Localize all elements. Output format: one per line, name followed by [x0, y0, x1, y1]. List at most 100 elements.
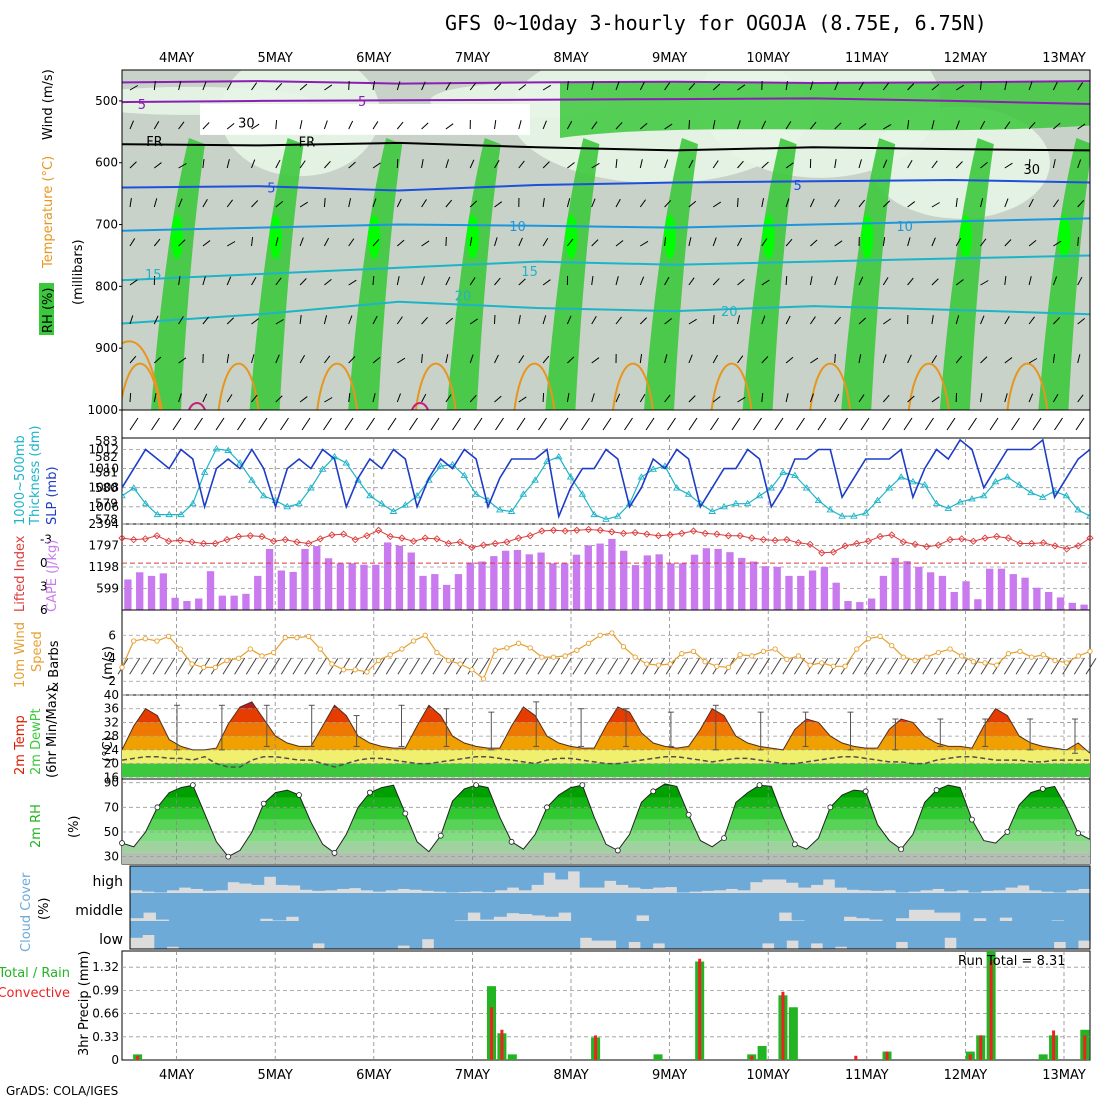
- surface-barb-13: [409, 417, 418, 431]
- cloud-high-58: [834, 866, 848, 888]
- surface-barb-33: [839, 417, 848, 431]
- cape-bar-38: [572, 554, 581, 610]
- thickness-point-54: [755, 491, 764, 499]
- wind10-barb-37: [549, 658, 560, 675]
- label-2m-dewpt: 2m DewPt: [29, 708, 44, 775]
- li-point-17: [316, 535, 324, 543]
- wind10-barb-15: [292, 658, 304, 675]
- label-10m-wind: 10m Wind: [13, 622, 28, 688]
- barb-324: [226, 394, 233, 403]
- surface-barbs: [129, 417, 1085, 431]
- surface-barb-35: [882, 417, 891, 431]
- date-top-4: 8MAY: [553, 51, 588, 66]
- barb-135: [494, 201, 503, 208]
- barb-348: [809, 393, 814, 403]
- label-total-rain: Total / Rain: [0, 966, 70, 981]
- surface-barb-42: [1032, 417, 1042, 431]
- barb-111: [882, 159, 888, 169]
- wind10-barb-40: [584, 658, 595, 675]
- cloud-low-56: [810, 921, 824, 944]
- li-point-33: [503, 538, 511, 546]
- li-point-51: [713, 530, 721, 538]
- cloud-low-48: [713, 921, 727, 949]
- cloud-middle-54: [830, 893, 845, 921]
- barb-311: [882, 354, 887, 364]
- cloud-middle-20: [389, 893, 404, 921]
- cape-bar-26: [431, 574, 439, 610]
- rh2m-point-6: [189, 782, 196, 789]
- barb-284: [226, 354, 230, 364]
- barb-114: [955, 161, 963, 169]
- barb-216: [518, 278, 526, 286]
- barb-41: [153, 120, 160, 130]
- barb-280: [129, 355, 137, 364]
- wind10-point-17: [317, 646, 323, 652]
- wind10-barb-1: [129, 658, 141, 675]
- cloud-middle-23: [428, 893, 442, 921]
- label-thickness-2: Thickness (dm): [28, 426, 43, 526]
- barb-51: [396, 121, 404, 130]
- barb-299: [591, 357, 600, 364]
- barb-15: [494, 83, 502, 91]
- thickness-point-35: [531, 476, 539, 483]
- thickness-point-33: [507, 507, 516, 514]
- precip-conv-45: [594, 1035, 598, 1060]
- barb-149: [834, 199, 840, 208]
- precip-conv-89: [1052, 1030, 1056, 1060]
- barb-307: [785, 356, 794, 364]
- wind10-point-15: [294, 634, 300, 641]
- barb-258: [566, 315, 572, 325]
- wind10-barb-65: [875, 658, 887, 675]
- cloud-low-60: [859, 921, 872, 949]
- precip-total-64: [788, 1007, 798, 1060]
- cape-bar-42: [620, 550, 628, 610]
- barb-50: [372, 121, 379, 130]
- thickness-point-15: [295, 499, 303, 507]
- surface-barb-16: [473, 417, 483, 431]
- rh-moist-4: [545, 138, 600, 410]
- cloud-low-31: [506, 921, 520, 949]
- wind10-point-26: [422, 632, 428, 638]
- cloud-low-11: [263, 921, 277, 949]
- wind10-barb-67: [898, 658, 910, 675]
- thickness-point-16: [307, 484, 315, 491]
- cloud-low-15: [312, 921, 326, 944]
- barb-240: [129, 315, 134, 325]
- barb-308: [810, 357, 819, 364]
- upper-air-labels: RH (%) Temperature (°C) Wind (m/s) (mill…: [39, 69, 86, 335]
- barb-327: [299, 396, 308, 403]
- barb-164: [226, 241, 236, 247]
- upper-ytick-2: 700: [95, 218, 118, 232]
- cape-bar-59: [820, 566, 829, 610]
- rh2m-point-57: [791, 841, 798, 848]
- cloud-middle-68: [1012, 893, 1026, 921]
- li-point-67: [899, 538, 908, 546]
- rh-clear-band: [200, 104, 530, 135]
- cloud-low-53: [774, 921, 787, 949]
- cloud-high-43: [652, 866, 666, 888]
- barb-155: [980, 198, 984, 208]
- upper-ytick-0: 500: [95, 94, 118, 108]
- barb-246: [275, 319, 284, 325]
- wind10-point-59: [807, 662, 813, 668]
- barb-90: [372, 162, 381, 169]
- barb-271: [883, 318, 891, 325]
- cloud-middle-15: [324, 893, 339, 921]
- barb-59: [591, 121, 598, 130]
- barb-142: [664, 200, 672, 208]
- wind10-barb-19: [339, 658, 351, 675]
- barb-319: [1077, 354, 1081, 364]
- rh-peak-3: [466, 214, 479, 259]
- date-bottom-1: 5MAY: [258, 1068, 293, 1083]
- wind10-point-7: [200, 664, 207, 671]
- cloud-low-55: [798, 921, 812, 949]
- precip-conv-36: [500, 1029, 504, 1060]
- barb-243: [202, 316, 209, 325]
- cloud-low-18: [348, 921, 362, 949]
- surface-barb-19: [538, 417, 547, 431]
- cape-bar-55: [773, 566, 781, 610]
- barb-120: [129, 198, 132, 208]
- li-point-34: [514, 534, 523, 542]
- rh2m-line: [121, 783, 1091, 858]
- barb-14: [469, 82, 477, 91]
